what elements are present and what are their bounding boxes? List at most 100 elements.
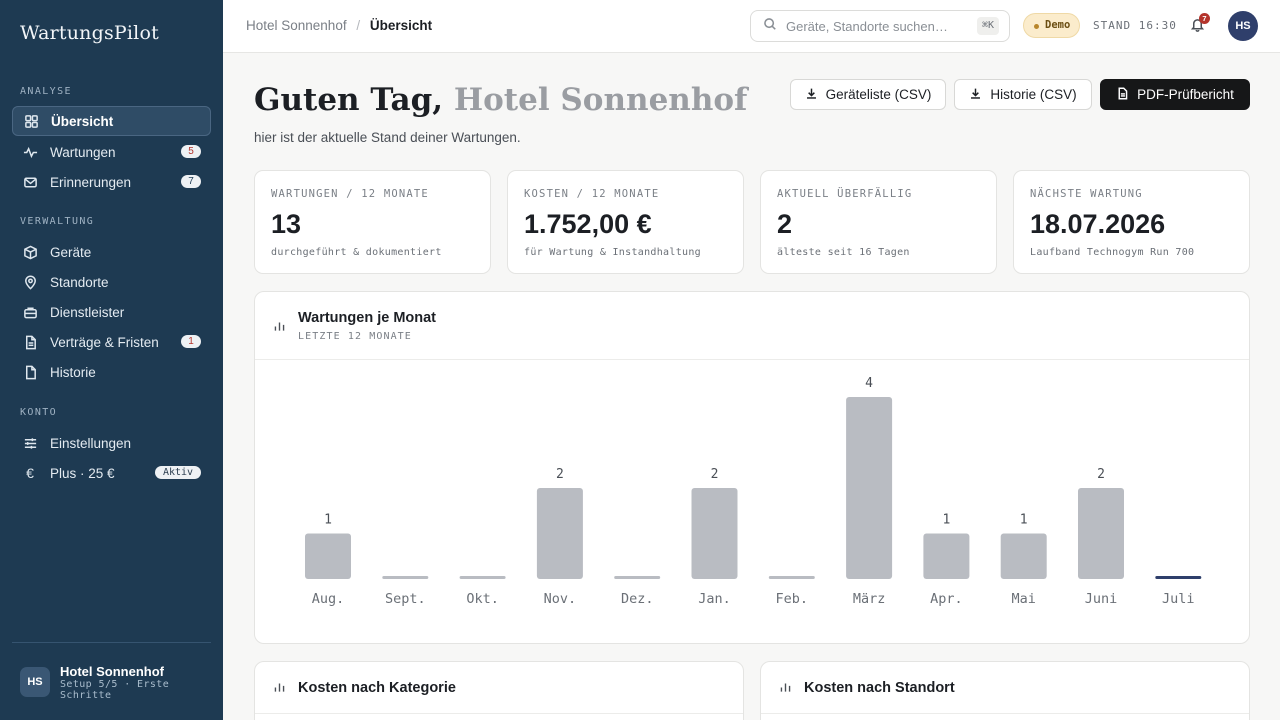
bar-chart-icon [779,681,793,695]
bar-value-label: 1 [324,513,332,528]
sidebar-divider [12,642,211,643]
account-name: Hotel Sonnenhof [60,664,164,679]
account-avatar: HS [20,667,50,697]
x-tick-label: Nov. [544,591,577,607]
sidebar-item-label: Plus · 25 € [50,465,115,481]
cost-by-category-card: Kosten nach Kategorie [254,661,744,720]
sidebar-item-label: Verträge & Fristen [50,334,159,350]
sidebar-item-historie[interactable]: Historie [12,357,211,387]
data-timestamp: STAND 16:30 [1093,19,1177,32]
nav-section-analyse: ANALYSE [20,86,72,97]
sidebar-item-plan[interactable]: € Plus · 25 € Aktiv [12,458,211,488]
plan-status-badge: Aktiv [155,466,201,479]
sidebar: WartungsPilot ANALYSE Übersicht Wartunge… [0,0,223,720]
bar-mrz[interactable] [846,397,893,579]
sidebar-item-erinnerungen[interactable]: Erinnerungen 7 [12,167,211,197]
breadcrumb-current: Übersicht [369,18,433,33]
sidebar-item-dienstleister[interactable]: Dienstleister [12,297,211,327]
document-icon [22,364,38,380]
kpi-note: durchgeführt & dokumentiert [271,247,442,258]
kpi-label: KOSTEN / 12 MONATE [524,188,660,200]
file-icon [22,334,38,350]
bar-sept[interactable] [382,576,429,579]
x-tick-label: Sept. [385,591,426,607]
x-tick-label: Juni [1085,591,1118,607]
search-icon [763,17,777,36]
demo-badge: Demo [1023,13,1081,38]
download-icon [805,87,826,103]
bar-value-label: 2 [556,467,564,482]
bar-juni[interactable] [1078,488,1124,579]
sidebar-item-label: Dienstleister [50,304,125,320]
kpi-note: älteste seit 16 Tagen [777,247,910,258]
cost-by-location-card: Kosten nach Standort [760,661,1250,720]
kpi-note: für Wartung & Instandhaltung [524,247,701,258]
sidebar-item-vertraege[interactable]: Verträge & Fristen 1 [12,327,211,357]
sidebar-item-standorte[interactable]: Standorte [12,267,211,297]
bar-chart-icon [273,320,287,334]
button-label: PDF-Prüfbericht [1137,87,1234,102]
x-tick-label: Apr. [930,591,963,607]
sidebar-item-label: Standorte [50,274,109,290]
nav-section-konto: KONTO [20,407,58,418]
search-input[interactable] [786,18,966,34]
kpi-value: 1.752,00 € [524,209,652,239]
kpi-label: AKTUELL ÜBERFÄLLIG [777,188,913,200]
bar-jan[interactable] [691,488,738,579]
kpi-value: 2 [777,209,793,239]
sidebar-item-geraete[interactable]: Geräte [12,237,211,267]
bar-juli[interactable] [1155,576,1202,579]
kpi-value: 18.07.2026 [1030,209,1166,239]
vertraege-count-badge: 1 [181,335,201,348]
export-history-csv-button[interactable]: Historie (CSV) [954,79,1092,110]
x-tick-label: Jan. [698,591,731,607]
bar-dez[interactable] [614,576,661,579]
bar-nov[interactable] [536,488,583,579]
card-title: Kosten nach Standort [804,680,955,696]
bar-apr[interactable] [923,533,970,580]
briefcase-icon [22,304,38,320]
wartungen-count-badge: 5 [181,145,201,158]
card-title: Wartungen je Monat [298,310,437,326]
bar-value-label: 1 [942,513,950,528]
bar-value-label: 4 [865,376,873,391]
notifications-button[interactable]: 7 [1190,13,1210,33]
bar-value-label: 2 [1097,467,1105,482]
kpi-note: Laufband Technogym Run 700 [1030,247,1195,258]
sidebar-item-label: Historie [50,364,96,380]
brand-logo[interactable]: WartungsPilot [20,22,159,44]
sidebar-item-uebersicht[interactable]: Übersicht [12,106,211,136]
x-tick-label: Juli [1162,591,1195,607]
card-header: Kosten nach Kategorie [255,662,743,714]
export-devices-csv-button[interactable]: Geräteliste (CSV) [790,79,946,110]
user-avatar[interactable]: HS [1228,11,1258,41]
breadcrumb-root[interactable]: Hotel Sonnenhof [246,18,347,33]
activity-icon [22,144,38,160]
notification-count: 7 [1199,13,1210,24]
pdf-report-button[interactable]: PDF-Prüfbericht [1100,79,1250,110]
sidebar-item-label: Übersicht [51,113,114,129]
search-box[interactable]: ⌘K [750,10,1010,42]
x-tick-label: Dez. [621,591,654,607]
x-tick-label: Okt. [466,591,499,607]
button-label: Geräteliste (CSV) [825,87,932,102]
sidebar-item-wartungen[interactable]: Wartungen 5 [12,137,211,167]
euro-icon: € [26,465,34,481]
card-title: Kosten nach Kategorie [298,680,456,696]
kpi-card-kosten: KOSTEN / 12 MONATE 1.752,00 € für Wartun… [507,170,744,274]
sidebar-item-einstellungen[interactable]: Einstellungen [12,428,211,458]
card-header: Wartungen je Monat LETZTE 12 MONATE [255,292,1249,360]
bar-okt[interactable] [459,576,506,579]
sidebar-item-label: Geräte [50,244,92,260]
kpi-label: NÄCHSTE WARTUNG [1030,188,1143,200]
x-tick-label: Feb. [776,591,809,607]
box-icon [22,244,38,260]
bar-mai[interactable] [1000,533,1047,580]
sidebar-item-label: Wartungen [50,144,116,160]
greeting-name: Hotel Sonnenhof [453,82,748,118]
mail-icon [22,174,38,190]
bar-aug[interactable] [305,533,351,580]
bar-feb[interactable] [768,576,815,579]
page-title: Guten Tag, Hotel Sonnenhof [254,82,747,118]
account-setup-status: Setup 5/5 · Erste Schritte [60,679,170,701]
